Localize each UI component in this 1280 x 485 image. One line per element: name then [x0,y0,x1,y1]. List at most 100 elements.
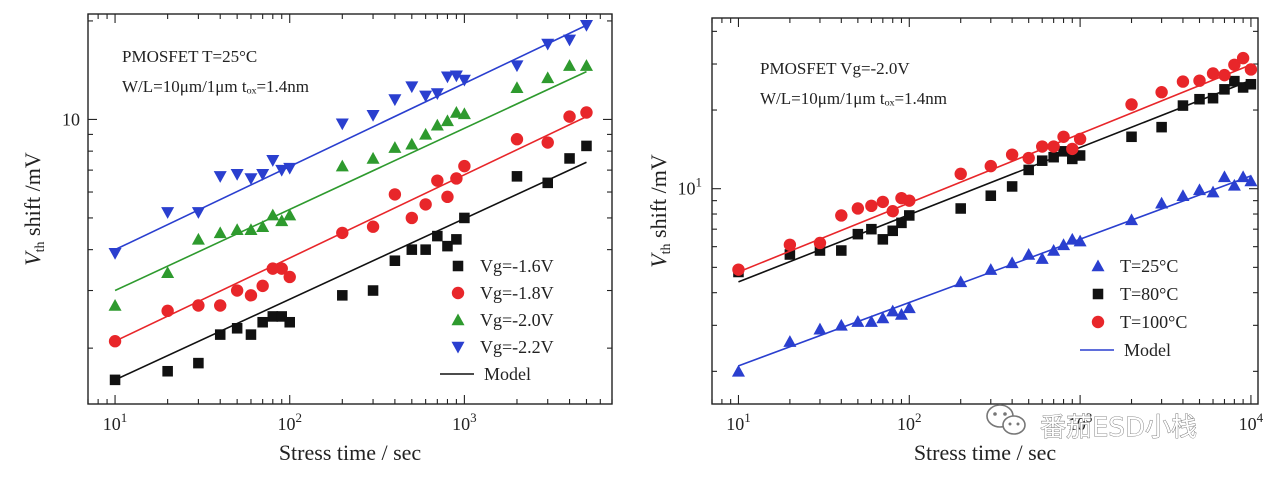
data-point [283,270,296,284]
data-point [783,335,797,347]
data-point [896,217,907,229]
data-point [563,34,577,47]
data-point [510,133,524,146]
data-point [1155,196,1169,209]
data-point [161,304,174,318]
data-point [886,304,900,317]
data-point [984,263,998,275]
data-point [541,71,555,84]
data-point [266,208,280,221]
data-point [876,311,890,324]
legend: T=25°C T=80°C T=100°C Model [1080,256,1187,360]
data-point [511,171,523,182]
data-point [563,59,577,71]
data-point [1236,51,1250,65]
legend-marker [451,286,465,300]
data-point [1237,82,1249,93]
data-point [335,118,349,131]
data-point [887,225,898,237]
data-point [431,174,444,187]
data-point [441,190,454,204]
data-point [563,110,576,123]
data-point [1125,98,1138,111]
data-point [406,244,418,255]
data-point [366,220,380,233]
data-point [1176,75,1190,88]
data-point [894,308,908,320]
data-point [1218,68,1231,82]
data-point [214,329,226,340]
data-point [876,195,890,209]
y-axis-title: Vth shift /mV [20,152,48,266]
data-point [1066,142,1079,156]
data-point [1207,92,1219,104]
legend-label: Vg=-1.8V [480,283,554,303]
data-point [1023,164,1034,176]
data-point [902,301,916,314]
data-point [449,70,463,83]
data-point [419,90,433,103]
data-point [161,266,175,279]
data-point [903,194,916,207]
data-point [266,155,280,167]
data-point [337,290,348,301]
data-point [836,245,847,256]
x-axis-title: Stress time / sec [279,440,422,465]
data-point [440,71,454,84]
data-point [449,105,463,118]
data-point [336,226,349,240]
legend-marker [452,260,464,272]
data-point [192,299,205,312]
data-point [389,255,401,266]
data-point [388,141,402,153]
data-point [442,240,453,252]
data-point [256,279,269,293]
legend-label: Model [1124,340,1171,360]
data-point [542,177,553,189]
data-point [1073,234,1087,247]
data-point [1125,213,1139,226]
data-point [1245,78,1257,90]
series-2 [732,51,1258,276]
data-point [985,190,997,201]
data-point [109,374,121,386]
data-point [541,38,555,51]
data-point [405,211,419,225]
data-point [230,168,244,181]
data-point [813,236,827,250]
plot-frame [711,17,1259,405]
data-point [1047,140,1060,153]
data-point [1229,75,1240,87]
data-point [866,223,877,235]
chart-right: 101 102 103 104 101 Stress time / sec Vth shif… [646,17,1264,465]
data-point [1244,63,1258,76]
data-point [1057,130,1070,143]
data-point [865,199,878,213]
model-line [114,161,587,381]
data-point [579,59,593,71]
data-point [244,289,258,302]
data-point [108,247,122,260]
x-tick-label: 104 [1239,410,1264,434]
data-point [284,316,295,328]
data-point [283,162,297,175]
data-point [419,127,433,140]
data-point [419,198,432,211]
data-point [1006,181,1018,192]
legend-label: Vg=-2.0V [480,310,554,330]
data-point [851,202,865,215]
data-point [1126,131,1137,143]
data-point [430,118,444,131]
annotation: PMOSFET T=25°C [122,47,257,66]
model-line [114,115,587,342]
data-point [564,153,575,164]
data-point [244,223,258,236]
data-point [458,159,471,173]
annotation: PMOSFET Vg=-2.0V [760,59,910,78]
data-point [275,262,288,275]
data-point [191,232,205,245]
data-point [266,262,279,275]
data-point [214,299,227,312]
data-point [191,207,205,219]
